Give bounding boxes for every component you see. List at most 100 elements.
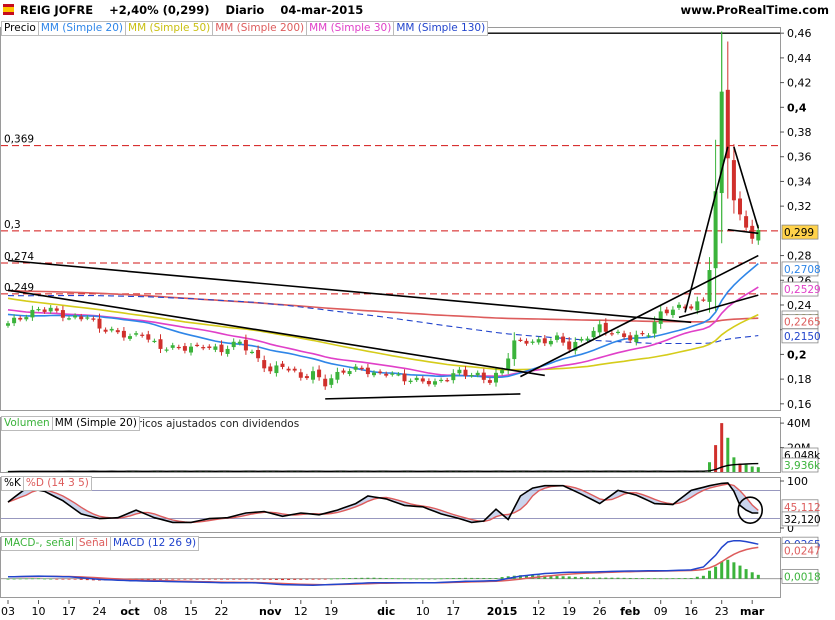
macd-histogram-bar	[421, 578, 425, 580]
candle-body	[353, 366, 358, 370]
stochastic-k-line	[7, 482, 759, 524]
spain-flag-icon	[3, 4, 14, 15]
volume-panel[interactable]: Volumen MM (Simple 20) 40M20M6,048k3,936…	[0, 415, 835, 475]
candle-body	[262, 360, 267, 369]
candle-body	[115, 330, 120, 333]
macd-histogram-bar	[329, 578, 333, 580]
stochastic-panel[interactable]: %K %D (14 3 5) 100 0 45,112 32,120	[0, 475, 835, 535]
candle-body	[97, 318, 102, 329]
candle-body	[390, 373, 395, 375]
macd-histogram-bar	[207, 578, 211, 580]
candle-body	[359, 367, 364, 370]
volume-badge: 3,936k	[784, 460, 821, 472]
macd-histogram-bar	[616, 577, 620, 579]
macd-histogram-bar	[6, 578, 10, 580]
candle-body	[579, 338, 584, 341]
candle-body	[634, 334, 639, 343]
candle-body	[378, 371, 383, 373]
x-tick-label: mar	[740, 605, 765, 618]
stochastic-y-tick: 100	[787, 475, 808, 488]
candle-body	[616, 331, 620, 334]
x-tick-label: 16	[684, 605, 698, 618]
macd-histogram-bar	[366, 577, 370, 579]
candle-body	[451, 373, 456, 381]
macd-histogram-bar	[586, 577, 589, 579]
price-panel[interactable]: Precio MM (Simple 20) MM (Simple 50) MM …	[0, 20, 835, 430]
macd-histogram-bar	[30, 578, 34, 580]
candle-body	[128, 336, 132, 339]
candle-body	[500, 370, 505, 374]
candle-body	[622, 333, 627, 338]
candle-body	[298, 372, 303, 378]
trendline	[325, 393, 521, 400]
candle-body	[274, 365, 279, 374]
macd-histogram-bar	[567, 576, 571, 579]
volume-badge-box	[781, 457, 819, 473]
macd-histogram-bar	[622, 577, 626, 579]
candle-body	[152, 340, 157, 343]
macd-histogram-bar	[494, 578, 498, 579]
macd-histogram-bar	[396, 578, 400, 580]
candle-body	[701, 299, 706, 301]
candle-body	[420, 378, 425, 382]
volume-bar	[714, 445, 718, 472]
candle-body	[134, 333, 139, 335]
macd-histogram-bar	[342, 578, 345, 579]
candle-body	[182, 346, 187, 351]
macd-histogram-bar	[464, 577, 467, 579]
candle-body	[524, 340, 529, 344]
x-tick-label: feb	[620, 605, 640, 618]
macd-histogram-bar	[287, 578, 291, 580]
candle-body	[408, 380, 413, 383]
candle-body	[372, 372, 376, 376]
macd-histogram-bar	[726, 559, 730, 579]
macd-histogram-bar	[152, 578, 156, 580]
candle-body	[347, 371, 352, 375]
stochastic-badge-box	[781, 511, 819, 527]
legend-k: %K	[1, 476, 24, 491]
macd-histogram-bar	[695, 576, 699, 579]
x-tick-label: 26	[593, 605, 607, 618]
volume-bar	[744, 464, 748, 472]
candle-body	[542, 338, 547, 344]
candle-body	[24, 317, 29, 320]
ticker-name: REIG JOFRE	[20, 3, 94, 17]
candle-body	[670, 309, 675, 316]
candle-body	[207, 346, 212, 349]
price-y-tick: 0,18	[787, 373, 812, 386]
volume-ma-line	[7, 462, 759, 473]
x-tick-label: 12	[294, 605, 308, 618]
legend-price: Precio	[1, 21, 39, 36]
price-legend: Precio MM (Simple 20) MM (Simple 50) MM …	[1, 21, 489, 36]
macd-histogram-bar	[665, 578, 669, 580]
price-chart[interactable]: 0,460,440,420,40,380,360,340,320,280,260…	[0, 20, 835, 415]
macd-histogram-bar	[561, 576, 565, 579]
macd-histogram-bar	[445, 578, 449, 580]
stochastic-y-tick: 0	[787, 522, 794, 535]
candle-body	[756, 229, 761, 241]
ma50-line	[7, 297, 759, 371]
macd-histogram-bar	[281, 578, 284, 581]
candle-body	[561, 336, 566, 343]
macd-histogram-bar	[384, 578, 388, 579]
candle-body	[231, 341, 236, 348]
macd-histogram-bar	[555, 576, 559, 579]
macd-histogram-bar	[305, 578, 309, 580]
macd-histogram-bar	[43, 578, 47, 580]
macd-histogram-bar	[457, 577, 461, 579]
volume-y-tick: 40M	[787, 417, 811, 430]
candle-body	[439, 379, 444, 382]
macd-histogram-bar	[451, 578, 455, 579]
macd-badge-box	[781, 568, 819, 584]
candle-body	[48, 307, 53, 312]
candle-body	[30, 309, 35, 318]
candle-body	[213, 346, 218, 350]
macd-panel[interactable]: MACD-, señal Señal MACD (12 26 9) 00,026…	[0, 535, 835, 600]
candle-body	[433, 381, 437, 385]
macd-histogram-bar	[79, 578, 83, 580]
candle-body	[384, 373, 389, 376]
macd-histogram-bar	[378, 577, 382, 579]
